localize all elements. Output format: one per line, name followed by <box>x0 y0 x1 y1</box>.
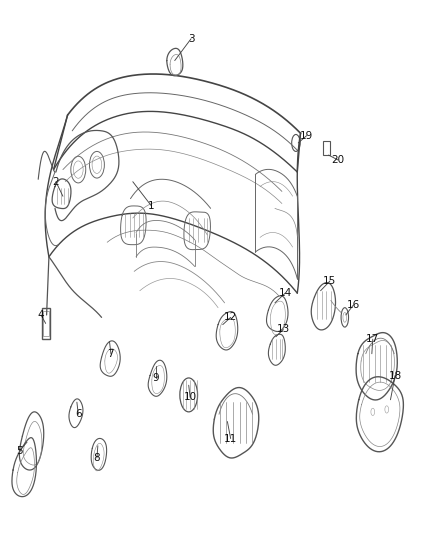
Text: 10: 10 <box>184 392 197 402</box>
Text: 18: 18 <box>389 370 402 381</box>
Text: 13: 13 <box>277 325 290 335</box>
Text: 8: 8 <box>94 453 100 463</box>
Text: 3: 3 <box>188 34 194 44</box>
Text: 6: 6 <box>75 409 81 419</box>
Text: 15: 15 <box>323 276 336 286</box>
Text: 1: 1 <box>148 201 155 211</box>
Text: 9: 9 <box>153 373 159 383</box>
Text: 4: 4 <box>38 310 44 320</box>
Text: 5: 5 <box>16 446 23 456</box>
Text: 19: 19 <box>300 131 313 141</box>
Text: 12: 12 <box>224 312 237 322</box>
Text: 16: 16 <box>346 300 360 310</box>
Text: 2: 2 <box>53 177 59 187</box>
Text: 7: 7 <box>108 349 114 359</box>
Text: 20: 20 <box>331 155 344 165</box>
Text: 11: 11 <box>224 433 237 443</box>
Text: 14: 14 <box>279 288 292 298</box>
Text: 17: 17 <box>366 334 379 344</box>
